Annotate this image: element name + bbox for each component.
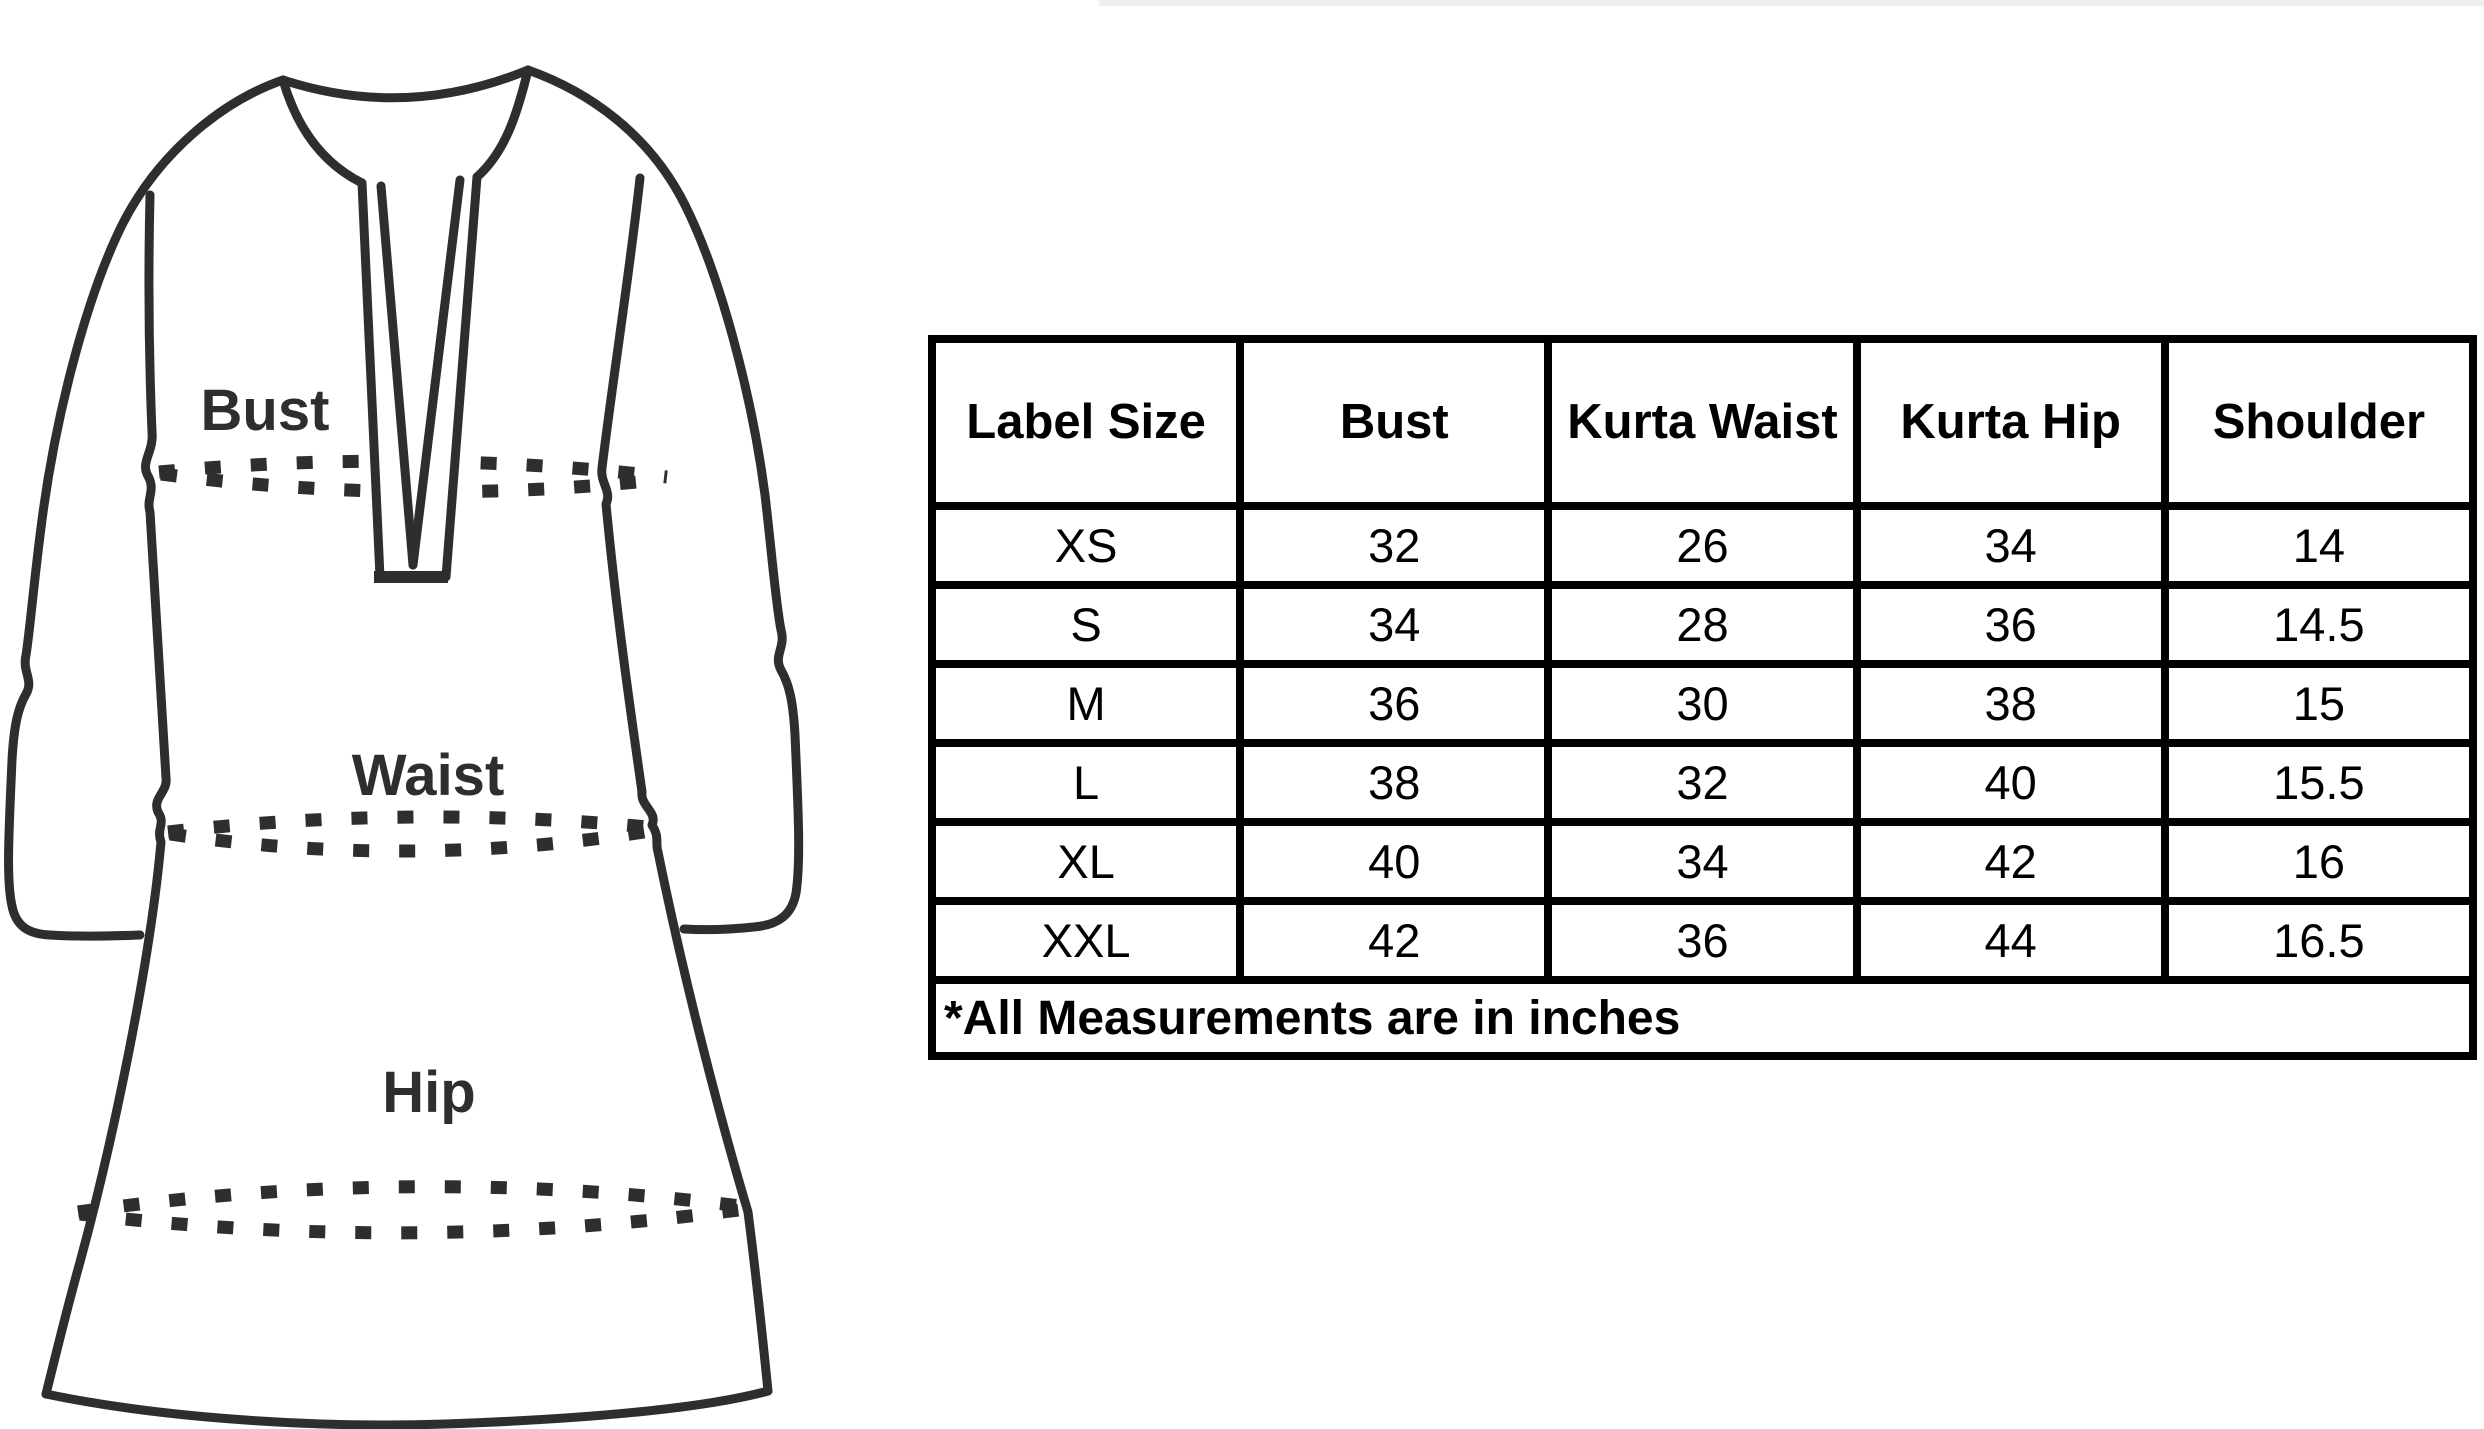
kurta-drawing-svg: Bust Waist Hip	[4, 65, 804, 1429]
shoulder-cell: 15	[2160, 660, 2478, 747]
hip-cell: 42	[1852, 818, 2169, 905]
size-cell: S	[927, 581, 1245, 668]
kurta-outline	[4, 65, 804, 1429]
bust-cell: 40	[1236, 818, 1553, 905]
column-header-kurta-hip: Kurta Hip	[1852, 335, 2169, 510]
size-cell: XS	[927, 502, 1245, 589]
column-header-label-size: Label Size	[927, 335, 1245, 510]
bust-cell: 38	[1236, 739, 1553, 826]
hip-cell: 38	[1852, 660, 2169, 747]
hip-measure-band	[77, 1180, 749, 1240]
waist-cell: 30	[1544, 660, 1861, 747]
waist-cell: 34	[1544, 818, 1861, 905]
table-row: XS 32 26 34 14	[927, 502, 2478, 589]
table-header-row: Label Size Bust Kurta Waist Kurta Hip Sh…	[927, 335, 2478, 510]
shoulder-cell: 16	[2160, 818, 2478, 905]
waist-cell: 32	[1544, 739, 1861, 826]
waist-measure-band	[167, 810, 659, 858]
top-edge-strip	[1099, 0, 2484, 6]
table-row: L 38 32 40 15.5	[927, 739, 2478, 826]
waist-label: Waist	[352, 743, 505, 808]
table-row: XXL 42 36 44 16.5	[927, 897, 2478, 984]
kurta-diagram: Bust Waist Hip	[0, 0, 850, 1429]
size-cell: M	[927, 660, 1245, 747]
column-header-kurta-waist: Kurta Waist	[1544, 335, 1861, 510]
size-cell: XL	[927, 818, 1245, 905]
bust-label: Bust	[201, 378, 330, 443]
size-table: Label Size Bust Kurta Waist Kurta Hip Sh…	[927, 335, 2478, 1060]
table-row: M 36 30 38 15	[927, 660, 2478, 747]
table-footnote-row: *All Measurements are in inches	[928, 976, 2477, 1060]
size-cell: L	[927, 739, 1245, 826]
waist-cell: 26	[1544, 502, 1861, 589]
measurements-footnote: *All Measurements are in inches	[928, 976, 2477, 1060]
shoulder-cell: 14	[2160, 502, 2478, 589]
waist-cell: 28	[1544, 581, 1861, 668]
hip-cell: 36	[1852, 581, 2169, 668]
waist-cell: 36	[1544, 897, 1861, 984]
hip-cell: 40	[1852, 739, 2169, 826]
column-header-shoulder: Shoulder	[2160, 335, 2478, 510]
size-cell: XXL	[927, 897, 1245, 984]
bust-cell: 34	[1236, 581, 1553, 668]
hip-cell: 34	[1852, 502, 2169, 589]
neck-placket	[357, 172, 482, 583]
hip-label: Hip	[382, 1060, 475, 1125]
bust-cell: 42	[1236, 897, 1553, 984]
column-header-bust: Bust	[1236, 335, 1553, 510]
hip-cell: 44	[1852, 897, 2169, 984]
bust-cell: 32	[1236, 502, 1553, 589]
table-row: S 34 28 36 14.5	[927, 581, 2478, 668]
shoulder-cell: 16.5	[2160, 897, 2478, 984]
bust-cell: 36	[1236, 660, 1553, 747]
shoulder-cell: 15.5	[2160, 739, 2478, 826]
table-row: XL 40 34 42 16	[927, 818, 2478, 905]
shoulder-cell: 14.5	[2160, 581, 2478, 668]
